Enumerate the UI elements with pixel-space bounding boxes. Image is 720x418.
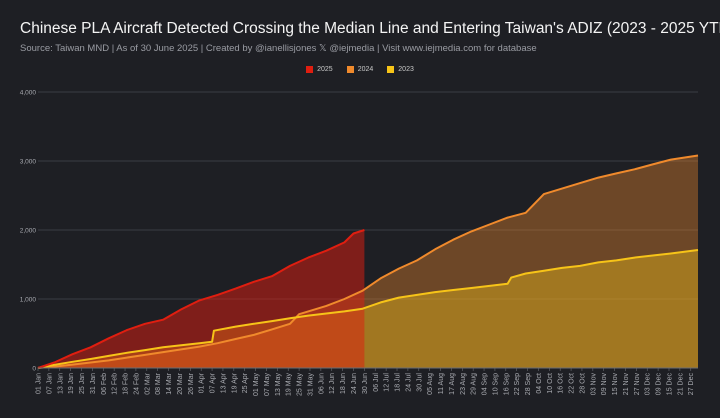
x-tick-label-4: 25 Jan [79, 373, 86, 394]
x-tick-label-40: 29 Aug [471, 373, 478, 395]
legend-label-2023: 2023 [398, 66, 414, 73]
x-tick-label-18: 19 Apr [231, 372, 238, 393]
legend-swatch-2023 [387, 66, 395, 73]
x-tick-label-30: 30 Jun [362, 373, 369, 394]
chart-title: Chinese PLA Aircraft Detected Crossing t… [20, 20, 720, 37]
x-tick-label-53: 15 Nov [612, 373, 619, 396]
y-tick-label-4000: 4,000 [20, 90, 37, 97]
legend-label-2025: 2025 [317, 66, 333, 73]
x-tick-label-28: 18 Jun [340, 373, 347, 394]
x-tick-label-19: 25 Apr [242, 372, 249, 393]
line-2023 [37, 249, 699, 369]
x-tick-label-60: 27 Dec [688, 373, 695, 396]
x-tick-label-35: 30 Jul [416, 373, 423, 392]
legend-swatch-2024 [346, 66, 354, 73]
x-tick-label-27: 12 Jun [329, 373, 336, 394]
x-tick-label-34: 24 Jul [405, 373, 412, 392]
x-tick-label-37: 11 Aug [438, 373, 445, 394]
x-tick-label-7: 12 Feb [112, 373, 119, 395]
line-2024 [37, 154, 699, 369]
x-tick-label-52: 09 Nov [601, 373, 608, 396]
x-tick-label-8: 18 Feb [123, 373, 130, 395]
x-tick-label-58: 15 Dec [666, 373, 673, 396]
legend-swatch-2025 [306, 66, 314, 73]
x-tick-label-3: 19 Jan [68, 373, 75, 394]
legend: 2025 2024 2023 [0, 66, 720, 73]
x-tick-label-56: 03 Dec [645, 373, 652, 396]
x-tick-label-17: 13 Apr [220, 372, 227, 393]
x-tick-label-59: 21 Dec [677, 373, 684, 396]
x-tick-label-0: 01 Jan [36, 373, 43, 394]
x-tick-label-31: 06 Jul [373, 373, 380, 392]
chart-subtitle: Source: Taiwan MND | As of 30 June 2025 … [20, 43, 537, 54]
x-tick-label-41: 04 Sep [482, 373, 489, 395]
x-tick-label-24: 25 May [297, 373, 304, 396]
x-tick-label-38: 17 Aug [449, 373, 456, 395]
x-tick-label-25: 31 May [307, 373, 314, 396]
x-tick-label-47: 10 Oct [547, 373, 554, 394]
y-tick-label-3000: 3,000 [20, 159, 37, 166]
x-tick-label-44: 22 Sep [514, 373, 521, 395]
x-tick-label-23: 19 May [286, 373, 293, 396]
line-2025 [37, 229, 365, 369]
x-tick-label-48: 16 Oct [558, 373, 565, 394]
x-tick-label-14: 26 Mar [188, 372, 195, 394]
x-tick-label-10: 02 Mar [144, 372, 151, 394]
x-tick-label-20: 01 May [253, 373, 260, 396]
x-tick-label-13: 20 Mar [177, 372, 184, 394]
x-tick-label-11: 08 Mar [155, 372, 162, 394]
x-tick-label-22: 13 May [275, 373, 282, 396]
x-tick-label-57: 09 Dec [656, 373, 663, 396]
x-tick-label-21: 07 May [264, 373, 271, 396]
x-tick-label-51: 03 Nov [590, 373, 597, 396]
y-tick-label-2000: 2,000 [20, 228, 37, 235]
area-2023 [38, 250, 698, 368]
x-tick-label-6: 06 Feb [101, 373, 108, 395]
x-tick-label-2: 13 Jan [57, 373, 64, 394]
legend-item-2025[interactable]: 2025 [306, 66, 333, 73]
x-tick-label-32: 12 Jul [384, 373, 391, 392]
x-tick-label-36: 05 Aug [427, 373, 434, 395]
x-tick-label-15: 01 Apr [199, 372, 206, 393]
x-tick-label-26: 06 Jun [318, 373, 325, 394]
area-2024 [38, 155, 698, 368]
x-tick-label-45: 28 Sep [525, 373, 532, 395]
x-tick-label-55: 27 Nov [634, 373, 641, 396]
x-tick-label-16: 07 Apr [210, 372, 217, 393]
x-tick-label-46: 04 Oct [536, 373, 543, 394]
x-tick-label-39: 23 Aug [460, 373, 467, 395]
x-tick-label-1: 07 Jan [46, 373, 53, 394]
y-tick-label-1000: 1,000 [20, 297, 37, 304]
y-tick-label-0: 0 [32, 366, 36, 373]
x-tick-label-33: 18 Jul [395, 373, 402, 392]
x-tick-label-42: 10 Sep [492, 373, 499, 395]
x-tick-label-49: 22 Oct [569, 373, 576, 394]
legend-label-2024: 2024 [357, 66, 374, 73]
x-tick-label-12: 14 Mar [166, 372, 173, 394]
legend-item-2023[interactable]: 2023 [387, 66, 414, 73]
x-tick-label-54: 21 Nov [623, 373, 630, 396]
x-tick-label-50: 28 Oct [579, 373, 586, 394]
x-tick-label-5: 31 Jan [90, 373, 97, 394]
x-tick-label-29: 24 Jun [351, 373, 358, 394]
legend-item-2024[interactable]: 2024 [346, 66, 374, 73]
x-tick-label-9: 24 Feb [133, 373, 140, 395]
x-tick-label-43: 16 Sep [503, 373, 510, 395]
